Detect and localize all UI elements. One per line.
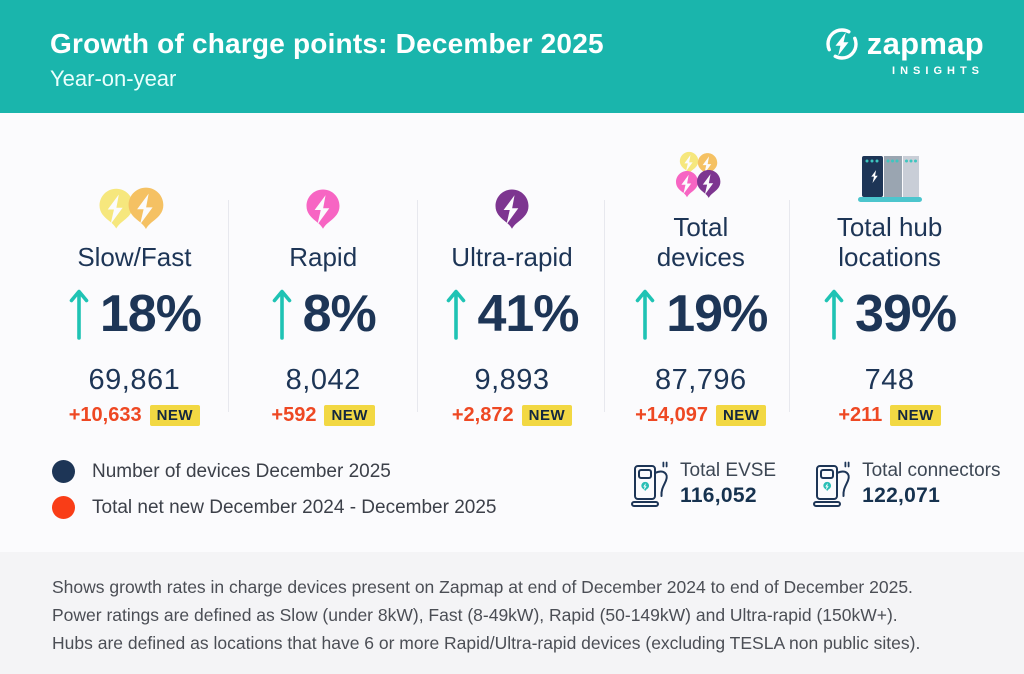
new-badge: NEW: [521, 405, 573, 426]
footer-band: Shows growth rates in charge devices pre…: [0, 552, 1024, 674]
legend: Number of devices December 2025 Total ne…: [52, 460, 497, 532]
growth-percent: 18%: [99, 285, 202, 343]
stat-column-total-devices: Total devices 19% 87,796 +14,097 NEW: [606, 138, 795, 428]
legend-item-net-new: Total net new December 2024 - December 2…: [52, 496, 497, 519]
totals-row: Total EVSE 116,052 Total connectors 122,…: [630, 460, 1000, 508]
net-new-row: +592 NEW: [271, 404, 375, 427]
legend-label: Total net new December 2024 - December 2…: [92, 496, 497, 518]
brand-name: zapmap: [866, 26, 984, 61]
stat-column-slow-fast: Slow/Fast 18% 69,861 +10,633 NEW: [40, 138, 229, 428]
column-divider: [417, 200, 418, 412]
up-arrow-icon: [635, 289, 655, 340]
growth-row: 39%: [823, 284, 957, 344]
total-devices-pins-icon: [674, 151, 728, 203]
hub-stations-icon: [857, 153, 923, 203]
total-connectors: Total connectors 122,071: [812, 460, 1000, 508]
header-band: Growth of charge points: December 2025 Y…: [0, 0, 1024, 113]
device-count: 9,893: [474, 364, 550, 396]
up-arrow-icon: [447, 289, 466, 340]
total-connectors-value: 122,071: [862, 484, 941, 507]
new-badge: NEW: [890, 405, 941, 426]
growth-row: 8%: [271, 284, 377, 344]
column-divider: [604, 200, 605, 412]
ultra-rapid-pin-icon: [494, 188, 530, 233]
page-title: Growth of charge points: December 2025: [50, 28, 604, 59]
footnote-line: Hubs are defined as locations that have …: [52, 633, 921, 653]
legend-item-devices: Number of devices December 2025: [52, 460, 497, 483]
net-new-value: +211: [838, 404, 883, 426]
category-label: Ultra-rapid: [451, 242, 573, 272]
growth-row: 18%: [68, 284, 202, 344]
brand-insights-label: INSIGHTS: [892, 65, 984, 77]
column-divider: [789, 200, 790, 412]
new-badge: NEW: [324, 405, 375, 426]
total-evse-label: Total EVSE: [680, 460, 777, 481]
device-count: 8,042: [285, 364, 361, 396]
ev-charger-icon: [812, 460, 852, 508]
footnote-line: Shows growth rates in charge devices pre…: [52, 577, 913, 597]
up-arrow-icon: [69, 289, 89, 340]
ev-charger-icon: [630, 460, 670, 508]
total-evse: Total EVSE 116,052: [630, 460, 776, 508]
navy-dot-icon: [52, 460, 75, 483]
footnote: Shows growth rates in charge devices pre…: [52, 573, 920, 657]
growth-percent: 8%: [302, 285, 377, 343]
up-arrow-icon: [272, 289, 291, 340]
red-dot-icon: [52, 496, 75, 519]
stats-grid: Slow/Fast 18% 69,861 +10,633 NEW Rapid: [40, 138, 984, 428]
category-label: Total devices: [656, 212, 745, 272]
footnote-line: Power ratings are defined as Slow (under…: [52, 605, 898, 625]
net-new-row: +10,633 NEW: [68, 404, 201, 427]
new-badge: NEW: [149, 405, 201, 426]
growth-row: 19%: [634, 284, 768, 344]
net-new-value: +14,097: [635, 404, 708, 426]
page-subtitle: Year-on-year: [50, 66, 177, 91]
stat-column-total-hub-locations: Total hub locations 39% 748 +211 NEW: [795, 138, 984, 428]
legend-label: Number of devices December 2025: [92, 460, 391, 482]
growth-row: 41%: [445, 284, 580, 344]
net-new-row: +211 NEW: [838, 404, 941, 427]
net-new-value: +592: [271, 404, 317, 426]
slow-fast-pins-icon: [98, 186, 170, 233]
new-badge: NEW: [715, 405, 767, 426]
zapmap-bolt-icon: [824, 26, 860, 62]
stat-column-ultra-rapid: Ultra-rapid 41% 9,893 +2,872 NEW: [418, 138, 607, 428]
category-label: Total hub locations: [836, 212, 943, 272]
growth-percent: 41%: [477, 285, 579, 343]
net-new-row: +14,097 NEW: [635, 404, 767, 427]
total-connectors-label: Total connectors: [862, 460, 1001, 481]
device-count: 748: [864, 364, 915, 396]
total-evse-value: 116,052: [680, 484, 757, 507]
net-new-row: +2,872 NEW: [451, 404, 573, 427]
category-label: Slow/Fast: [77, 242, 192, 272]
net-new-value: +10,633: [68, 404, 142, 426]
rapid-pin-icon: [305, 188, 341, 233]
growth-percent: 19%: [666, 285, 768, 343]
category-label: Rapid: [289, 242, 358, 272]
net-new-value: +2,872: [451, 404, 514, 426]
growth-percent: 39%: [855, 285, 957, 343]
stat-column-rapid: Rapid 8% 8,042 +592 NEW: [229, 138, 418, 428]
zapmap-logo: zapmap INSIGHTS: [824, 26, 984, 77]
column-divider: [228, 200, 229, 412]
up-arrow-icon: [824, 289, 844, 340]
device-count: 69,861: [88, 364, 181, 396]
device-count: 87,796: [654, 364, 747, 396]
